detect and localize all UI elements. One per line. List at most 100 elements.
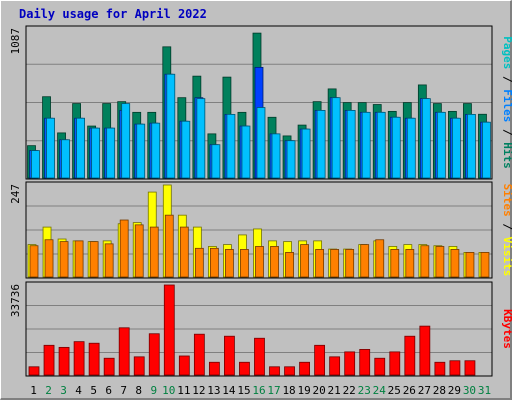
pages-bar [46,117,55,179]
pages-bar [61,139,70,179]
day-label: 16 [252,384,265,397]
bot-panel-border [25,281,493,377]
pages-bar [286,140,296,179]
top-legend-label: Pages / Files / Hits [501,36,512,169]
pages-bar [436,111,446,179]
sites-bar [300,244,309,278]
pages-bar [226,113,236,179]
sites-bar [59,241,69,278]
kbytes-bar [389,351,401,376]
kbytes-bar [464,360,476,376]
day-label: 8 [135,384,142,397]
pages-bar [406,117,416,179]
sites-bar [149,226,159,278]
sites-bar [89,241,99,278]
sites-bar [209,247,219,278]
kbytes-bar [374,357,386,376]
pages-bar [241,125,251,179]
kbytes-bar [103,357,115,376]
pages-bar [361,111,371,179]
pages-bar [211,144,221,179]
sites-bar [360,244,370,278]
sites-bar [270,246,279,278]
pages-bar [91,127,101,179]
legend-separator: / [501,69,512,89]
sites-bar [285,252,294,278]
kbytes-bar [419,325,431,376]
top-panel-border [25,25,493,180]
legend-separator: / [501,217,512,237]
bot-legend-label: KBytes [501,309,512,349]
day-label: 22 [343,384,356,397]
sites-bar [255,246,264,278]
kbytes-bar [73,341,85,376]
kbytes-bar [239,361,250,376]
sites-bar [179,226,189,278]
day-label: 12 [192,384,205,397]
day-label: 11 [177,384,190,397]
kbytes-bar [404,335,416,376]
day-label: 17 [267,384,280,397]
kbytes-bar [133,356,145,376]
day-label: 19 [297,384,310,397]
kbytes-bar [299,361,310,376]
mid-ymax-label: 247 [9,184,22,204]
day-label: 4 [75,384,82,397]
sites-bar [405,249,415,278]
kbytes-bar [254,337,265,376]
kbytes-bar [329,356,341,376]
sites-bar [450,249,460,278]
pages-bar [196,98,206,179]
kbytes-bar [284,366,295,376]
day-label: 29 [448,384,461,397]
mid-legend-label: Sites / Visits [501,184,512,277]
legend-item-visits: Visits [501,237,512,277]
sites-bar [164,214,174,278]
sites-bar [465,252,475,278]
legend-item-kbytes: KBytes [501,309,512,349]
pages-bar [136,123,146,179]
pages-bar [482,121,491,179]
day-label: 1 [30,384,37,397]
sites-bar [315,249,325,278]
day-label: 23 [358,384,371,397]
sites-bar [435,246,445,278]
pages-bar [467,113,476,179]
pages-bar [121,103,131,179]
top-ymax-label: 1087 [9,28,22,55]
day-label: 2 [45,384,52,397]
sites-bar [134,224,144,278]
kbytes-bar [58,346,70,376]
pages-bar [181,120,191,179]
sites-bar [240,249,249,278]
mid-panel-border [25,181,493,279]
pages-bar [316,110,326,179]
pages-bar [31,150,40,179]
sites-bar [375,239,385,278]
sites-bar [420,245,430,278]
kbytes-bar [193,333,205,376]
kbytes-bar [269,366,280,376]
kbytes-bar [434,361,446,376]
kbytes-bar [148,333,160,376]
day-label: 25 [388,384,401,397]
day-label: 31 [478,384,491,397]
sites-bar [345,249,355,278]
bot-ymax-label: 33736 [9,284,22,317]
day-label: 24 [373,384,387,397]
day-label: 26 [403,384,416,397]
day-label: 21 [328,384,341,397]
kbytes-bar [344,351,356,376]
kbytes-bar [28,366,40,376]
kbytes-bar [178,355,190,376]
pages-bar [391,116,401,179]
day-label: 14 [222,384,236,397]
legend-item-hits: Hits [501,142,512,169]
sites-bar [29,245,39,278]
legend-separator: / [501,122,512,142]
kbytes-bar [449,360,461,376]
pages-bar [106,127,116,179]
day-label: 20 [313,384,326,397]
legend-item-pages: Pages [501,36,512,69]
